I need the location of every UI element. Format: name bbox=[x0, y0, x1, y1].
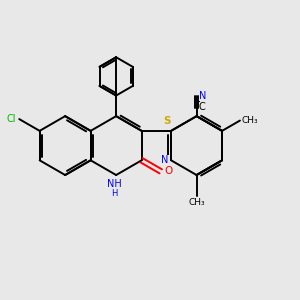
Text: S: S bbox=[163, 116, 170, 126]
Text: H: H bbox=[112, 189, 118, 198]
Text: O: O bbox=[164, 166, 172, 176]
Text: Cl: Cl bbox=[7, 114, 16, 124]
Text: N: N bbox=[161, 155, 168, 165]
Text: CH₃: CH₃ bbox=[188, 198, 205, 207]
Text: NH: NH bbox=[107, 179, 122, 189]
Text: CH₃: CH₃ bbox=[242, 116, 258, 125]
Text: C: C bbox=[199, 102, 206, 112]
Text: N: N bbox=[199, 91, 206, 100]
